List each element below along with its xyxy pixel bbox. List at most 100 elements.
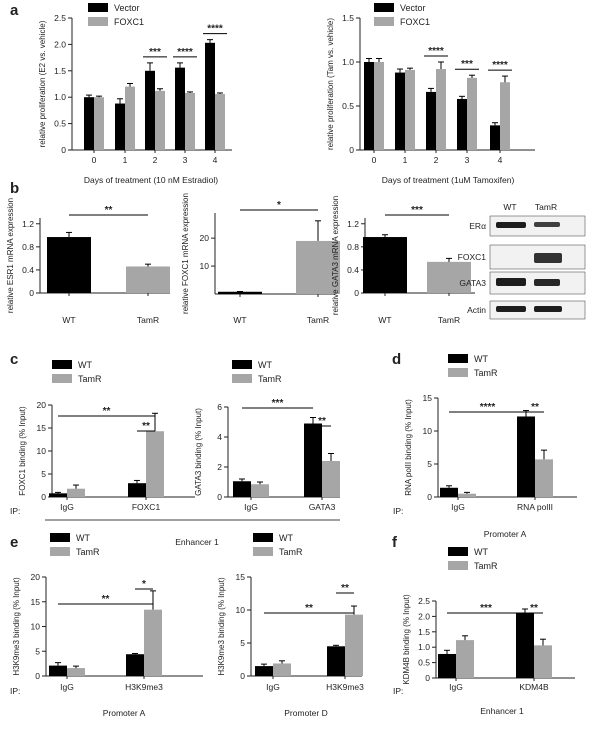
legend-swatch [374, 17, 394, 26]
bar [364, 62, 374, 150]
panel-label-b: b [10, 180, 19, 197]
bar [304, 423, 322, 497]
legend: WT TamR [52, 360, 102, 384]
y-tick-label: 20 [200, 233, 210, 243]
y-tick-label: 10 [37, 446, 47, 456]
sig-label: **** [428, 46, 444, 57]
x-tick-label: IgG [451, 502, 465, 512]
chart-4: 0 0.4 0.8 1.2 relative GATA3 mRNA expression… [331, 196, 475, 325]
y-axis-label: relative ESR1 mRNA expression [6, 198, 15, 313]
y-tick-label: 4 [217, 432, 222, 442]
legend-label: WT [474, 354, 488, 364]
bar [535, 459, 553, 497]
x-axis-label: Enhancer 1 [480, 706, 524, 716]
legend-label: TamR [78, 374, 102, 384]
wb-band [496, 278, 526, 286]
legend-label: TamR [258, 374, 282, 384]
legend-swatch [232, 374, 252, 383]
sig-label: ** [103, 406, 111, 417]
bar [128, 483, 146, 497]
y-axis-label: GATA3 binding (% Input) [194, 408, 203, 496]
legend-swatch [253, 547, 273, 556]
sig-label: ** [341, 583, 349, 594]
y-tick-label: 2.0 [418, 611, 430, 621]
x-tick-label: WT [378, 315, 391, 325]
y-tick-label: 0 [240, 671, 245, 681]
y-tick-label: 5 [240, 638, 245, 648]
sig-label: **** [480, 402, 496, 413]
bar [405, 69, 415, 150]
x-tick-label: 4 [213, 155, 218, 165]
sig-label: *** [461, 59, 473, 70]
y-tick-label: 2.5 [418, 596, 430, 606]
legend: Vector FOXC1 [88, 3, 144, 27]
panel-label-e: e [10, 534, 18, 551]
y-tick-label: 2.5 [54, 13, 66, 23]
y-tick-label: 10 [200, 261, 210, 271]
x-tick-label: IgG [60, 682, 74, 692]
legend: WT TamR [232, 360, 282, 384]
x-tick-label: 0 [92, 155, 97, 165]
legend-swatch [374, 3, 394, 12]
x-tick-label: FOXC1 [132, 502, 161, 512]
legend-label: TamR [474, 368, 498, 378]
x-tick-label: 2 [434, 155, 439, 165]
bar [126, 654, 144, 676]
x-tick-label: GATA3 [309, 502, 336, 512]
bar [205, 42, 215, 150]
x-tick-label: IgG [60, 502, 74, 512]
bar [427, 261, 471, 293]
bar [67, 668, 85, 676]
y-tick-label: 1.5 [54, 66, 66, 76]
bar [534, 645, 552, 678]
bar [374, 62, 384, 150]
chart-0: 0 0.5 1.0 1.5 2.0 2.5 relative proliferation (… [38, 3, 232, 185]
bar [49, 493, 67, 497]
y-tick-label: 0.4 [347, 265, 359, 275]
bar [395, 72, 405, 150]
bar [49, 665, 67, 676]
legend-swatch [88, 3, 108, 12]
x-axis-label: Promoter A [484, 529, 527, 539]
bar [322, 461, 340, 497]
legend-label: TamR [279, 547, 303, 557]
legend-swatch [253, 533, 273, 542]
sig-label: *** [149, 47, 161, 58]
sig-label: ** [531, 402, 539, 413]
bar [145, 70, 155, 150]
wb-band [496, 222, 526, 228]
wb-row-label: FOXC1 [458, 252, 487, 262]
wb-band [496, 306, 526, 312]
panel-label-d: d [392, 351, 401, 368]
y-axis-label: relative GATA3 mRNA expression [331, 196, 340, 315]
legend-swatch [448, 561, 468, 570]
legend-label: WT [76, 533, 90, 543]
sig-label: ** [305, 603, 313, 614]
bar [438, 653, 456, 678]
y-tick-label: 10 [31, 622, 41, 632]
x-tick-label: 1 [123, 155, 128, 165]
bar [233, 481, 251, 497]
legend: WT TamR [448, 354, 498, 378]
y-tick-label: 1.0 [54, 92, 66, 102]
x-tick-label: TamR [438, 315, 460, 325]
y-tick-label: 0 [217, 492, 222, 502]
bar [458, 493, 476, 497]
y-tick-label: 0 [35, 671, 40, 681]
legend-label: WT [279, 533, 293, 543]
y-tick-label: 0.5 [342, 101, 354, 111]
bar [467, 77, 477, 150]
bar [94, 97, 104, 150]
y-tick-label: 1.2 [22, 219, 34, 229]
panel-label-f: f [392, 534, 398, 551]
bar [146, 431, 164, 497]
bar [126, 266, 170, 293]
legend-swatch [52, 360, 72, 369]
chart-1: 0 0.5 1.0 1.5 relative proliferation (Tam vs… [326, 3, 535, 185]
x-tick-label: WT [233, 315, 246, 325]
legend-label: WT [474, 547, 488, 557]
y-axis-label: RNA polII binding (% Input) [404, 399, 413, 496]
bar [215, 94, 225, 150]
wb-band [534, 279, 560, 286]
